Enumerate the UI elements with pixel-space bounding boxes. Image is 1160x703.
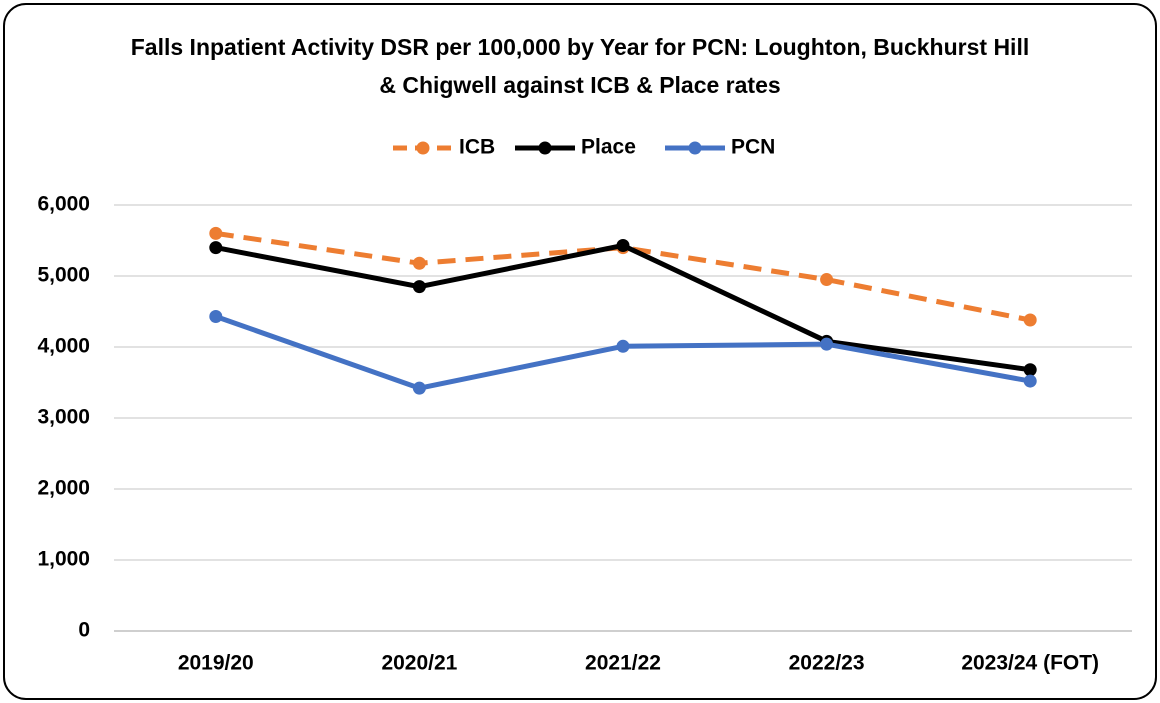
x-tick-label: 2023/24 (FOT) <box>961 652 1099 675</box>
x-tick-label: 2021/22 <box>585 652 661 675</box>
y-tick-label: 3,000 <box>37 406 90 429</box>
y-tick-label: 5,000 <box>37 264 90 287</box>
legend-label: Place <box>581 136 636 159</box>
data-point <box>820 273 834 287</box>
y-tick-label: 4,000 <box>37 335 90 358</box>
data-point <box>412 381 426 395</box>
y-tick-label: 6,000 <box>37 193 90 216</box>
y-tick-label: 2,000 <box>37 477 90 500</box>
data-point <box>820 337 834 351</box>
x-tick-label: 2022/23 <box>789 652 865 675</box>
data-point <box>209 241 223 255</box>
y-tick-label: 1,000 <box>37 548 90 571</box>
legend-label: ICB <box>459 136 495 159</box>
x-tick-label: 2019/20 <box>178 652 254 675</box>
legend-marker <box>688 141 702 155</box>
chart-title: Falls Inpatient Activity DSR per 100,000… <box>130 34 1030 98</box>
data-point <box>616 339 630 353</box>
chart-border <box>3 3 1157 700</box>
x-tick-label: 2020/21 <box>381 652 457 675</box>
data-point <box>616 238 630 252</box>
data-point <box>209 226 223 240</box>
data-point <box>1023 374 1037 388</box>
y-tick-label: 0 <box>78 619 90 642</box>
data-point <box>1023 363 1037 377</box>
data-point <box>412 256 426 270</box>
legend-marker <box>538 141 552 155</box>
data-point <box>209 309 223 323</box>
legend-label: PCN <box>731 136 775 159</box>
legend-marker <box>416 141 430 155</box>
data-point <box>1023 313 1037 327</box>
data-point <box>412 280 426 294</box>
